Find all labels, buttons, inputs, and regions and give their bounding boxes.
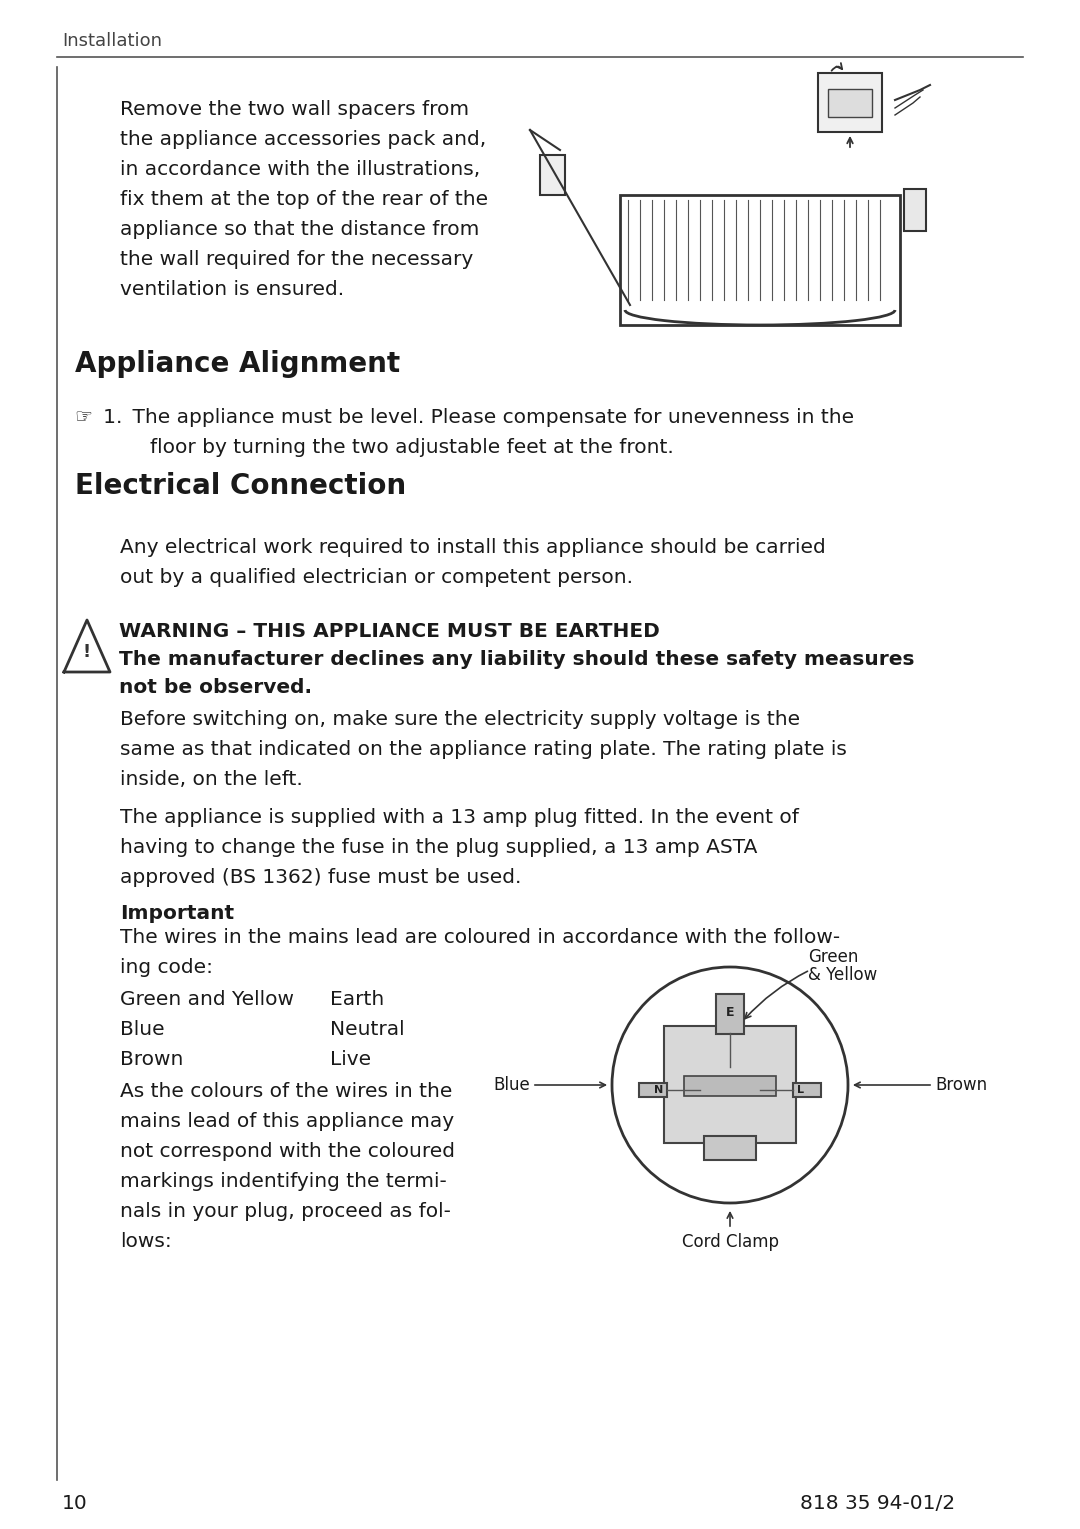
Text: L: L <box>797 1086 805 1095</box>
FancyBboxPatch shape <box>716 994 744 1034</box>
Text: Important: Important <box>120 904 234 924</box>
Text: floor by turning the two adjustable feet at the front.: floor by turning the two adjustable feet… <box>150 437 674 457</box>
Text: out by a qualified electrician or competent person.: out by a qualified electrician or compet… <box>120 567 633 587</box>
FancyBboxPatch shape <box>818 73 882 131</box>
Text: Remove the two wall spacers from: Remove the two wall spacers from <box>120 99 469 119</box>
Text: approved (BS 1362) fuse must be used.: approved (BS 1362) fuse must be used. <box>120 868 522 887</box>
Text: Electrical Connection: Electrical Connection <box>75 472 406 500</box>
Text: nals in your plug, proceed as fol-: nals in your plug, proceed as fol- <box>120 1202 450 1222</box>
Text: inside, on the left.: inside, on the left. <box>120 771 302 789</box>
Text: ☞ 1. The appliance must be level. Please compensate for unevenness in the: ☞ 1. The appliance must be level. Please… <box>75 408 854 427</box>
Text: Neutral: Neutral <box>330 1020 405 1040</box>
Text: Before switching on, make sure the electricity supply voltage is the: Before switching on, make sure the elect… <box>120 709 800 729</box>
FancyBboxPatch shape <box>704 1136 756 1161</box>
Text: appliance so that the distance from: appliance so that the distance from <box>120 220 480 239</box>
Text: E: E <box>726 1006 734 1018</box>
Text: markings indentifying the termi-: markings indentifying the termi- <box>120 1173 447 1191</box>
Text: !: ! <box>83 644 91 661</box>
FancyBboxPatch shape <box>540 154 565 196</box>
Text: not be observed.: not be observed. <box>119 677 312 697</box>
Text: Brown: Brown <box>120 1050 184 1069</box>
Text: Any electrical work required to install this appliance should be carried: Any electrical work required to install … <box>120 538 826 557</box>
Text: N: N <box>654 1086 663 1095</box>
Text: The appliance is supplied with a 13 amp plug fitted. In the event of: The appliance is supplied with a 13 amp … <box>120 807 799 827</box>
Text: Installation: Installation <box>62 32 162 50</box>
FancyBboxPatch shape <box>684 1076 777 1096</box>
Text: the wall required for the necessary: the wall required for the necessary <box>120 251 473 269</box>
Text: Brown: Brown <box>935 1076 987 1095</box>
Text: ventilation is ensured.: ventilation is ensured. <box>120 280 345 300</box>
Text: WARNING – THIS APPLIANCE MUST BE EARTHED: WARNING – THIS APPLIANCE MUST BE EARTHED <box>119 622 660 641</box>
Text: Cord Clamp: Cord Clamp <box>681 1232 779 1251</box>
Text: 818 35 94-01/2: 818 35 94-01/2 <box>800 1494 955 1514</box>
FancyBboxPatch shape <box>828 89 872 118</box>
Polygon shape <box>64 619 110 673</box>
Text: Green: Green <box>808 948 859 966</box>
Text: ing code:: ing code: <box>120 959 213 977</box>
Text: fix them at the top of the rear of the: fix them at the top of the rear of the <box>120 190 488 209</box>
Text: As the colours of the wires in the: As the colours of the wires in the <box>120 1083 453 1101</box>
Text: 10: 10 <box>62 1494 87 1514</box>
Text: Live: Live <box>330 1050 372 1069</box>
Text: Earth: Earth <box>330 989 384 1009</box>
Text: the appliance accessories pack and,: the appliance accessories pack and, <box>120 130 486 148</box>
FancyBboxPatch shape <box>793 1083 821 1096</box>
Text: mains lead of this appliance may: mains lead of this appliance may <box>120 1112 454 1131</box>
Text: The wires in the mains lead are coloured in accordance with the follow-: The wires in the mains lead are coloured… <box>120 928 840 946</box>
Text: & Yellow: & Yellow <box>808 966 877 985</box>
Text: not correspond with the coloured: not correspond with the coloured <box>120 1142 455 1161</box>
Text: lows:: lows: <box>120 1232 172 1251</box>
Text: Blue: Blue <box>120 1020 164 1040</box>
Text: The manufacturer declines any liability should these safety measures: The manufacturer declines any liability … <box>119 650 915 670</box>
Text: Green and Yellow: Green and Yellow <box>120 989 294 1009</box>
Text: Appliance Alignment: Appliance Alignment <box>75 350 400 378</box>
Text: in accordance with the illustrations,: in accordance with the illustrations, <box>120 161 481 179</box>
Text: same as that indicated on the appliance rating plate. The rating plate is: same as that indicated on the appliance … <box>120 740 847 758</box>
Text: having to change the fuse in the plug supplied, a 13 amp ASTA: having to change the fuse in the plug su… <box>120 838 757 856</box>
FancyBboxPatch shape <box>664 1026 796 1144</box>
Text: Blue: Blue <box>494 1076 530 1095</box>
FancyBboxPatch shape <box>904 190 926 231</box>
FancyBboxPatch shape <box>639 1083 667 1096</box>
